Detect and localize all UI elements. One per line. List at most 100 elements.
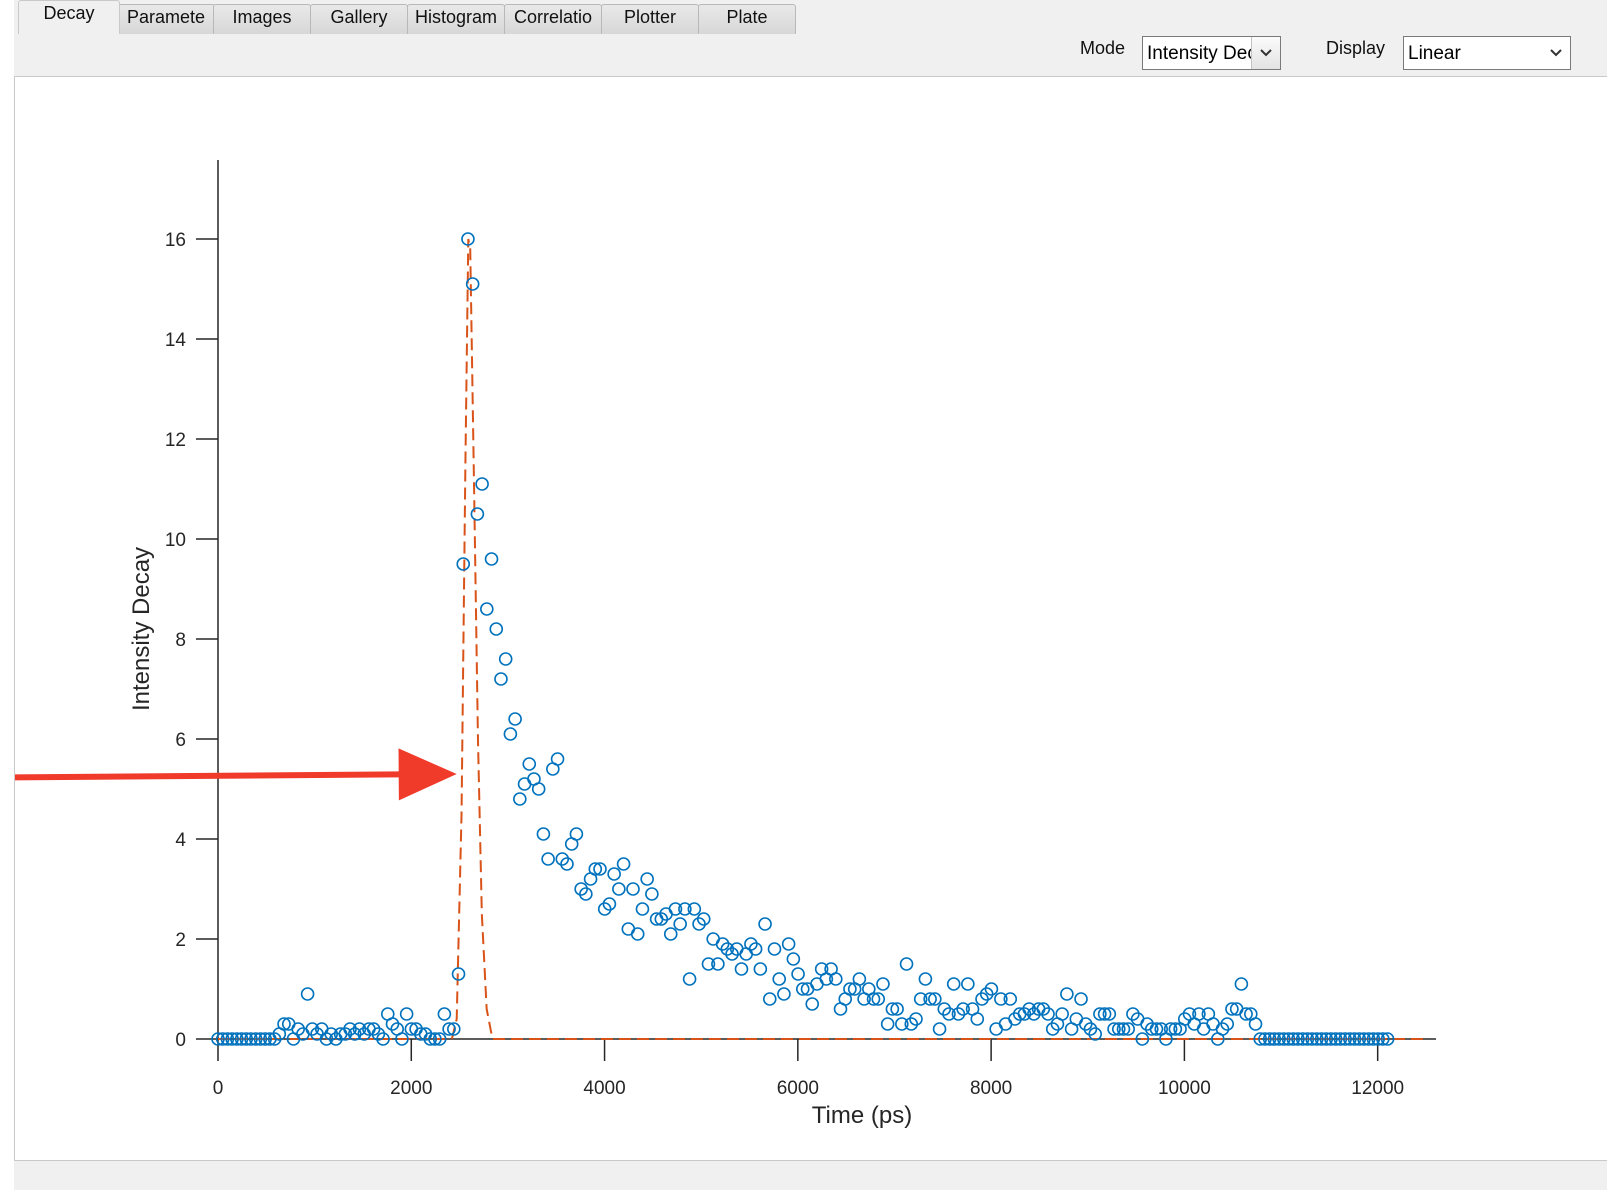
data-point [225, 1032, 239, 1046]
data-point [753, 962, 768, 976]
data-point [645, 887, 659, 901]
data-point [687, 902, 702, 916]
data-point [291, 1022, 305, 1036]
data-point [607, 867, 621, 881]
data-point [692, 917, 706, 931]
data-point [1060, 987, 1074, 1001]
data-point [484, 552, 499, 566]
data-point [239, 1032, 254, 1046]
data-point [843, 982, 857, 996]
data-point [626, 882, 640, 896]
data-point [1258, 1032, 1272, 1046]
decay-chart: 0 2 4 6 8 10 12 14 16 0 2000 4000 6000 8000 10000 1200… [15, 160, 1436, 1129]
data-point [230, 1032, 244, 1046]
data-point [1036, 1002, 1051, 1016]
tab-plotter[interactable]: Plotter [601, 4, 699, 34]
mode-select[interactable]: Intensity Decay [1142, 36, 1281, 70]
data-point [324, 1027, 338, 1041]
data-point [786, 952, 801, 966]
data-point [300, 987, 315, 1001]
data-point [795, 982, 810, 996]
tab-images[interactable]: Images [213, 4, 311, 34]
data-point [880, 1017, 895, 1031]
data-point [399, 1007, 414, 1021]
data-point [442, 1022, 456, 1036]
tab-plate[interactable]: Plate [698, 4, 796, 34]
data-point [767, 942, 782, 956]
data-point [220, 1032, 235, 1046]
data-point [1045, 1022, 1060, 1036]
display-controls: Mode Intensity Decay Display Linear [14, 34, 1607, 77]
tab-gallery[interactable]: Gallery [310, 4, 408, 34]
data-point [366, 1022, 381, 1036]
data-point [715, 937, 730, 951]
data-point [1314, 1032, 1329, 1046]
y-tick-label: 4 [175, 830, 186, 851]
display-label: Display [1326, 38, 1386, 58]
red-arrow-icon [15, 748, 457, 801]
data-point [975, 992, 989, 1006]
tab-histogram[interactable]: Histogram [407, 4, 505, 34]
data-point [777, 987, 791, 1001]
data-point [734, 962, 749, 976]
y-tick-label: 12 [165, 430, 186, 451]
data-point [711, 957, 725, 971]
data-point [1102, 1007, 1117, 1021]
data-point [1126, 1007, 1140, 1021]
data-point [720, 942, 735, 956]
data-point [1380, 1032, 1395, 1046]
data-point [918, 972, 933, 986]
data-point [994, 992, 1008, 1006]
tab-parameters[interactable]: Paramete [116, 4, 216, 34]
data-point [385, 1017, 400, 1031]
fit-curve [218, 238, 1426, 1040]
data-point [1225, 1002, 1239, 1016]
tab-decay[interactable]: Decay [18, 0, 120, 34]
data-point [1281, 1032, 1296, 1046]
chevron-down-icon[interactable] [1542, 37, 1570, 69]
tab-correlation[interactable]: Correlatio [504, 4, 602, 34]
data-point [248, 1032, 263, 1046]
x-axis-label: Time (ps) [812, 1102, 912, 1129]
data-point [428, 1032, 442, 1046]
data-point [1277, 1032, 1291, 1046]
data-point [1163, 1022, 1178, 1036]
chevron-down-icon[interactable] [1251, 37, 1280, 69]
data-point [829, 972, 843, 986]
data-point [871, 992, 886, 1006]
data-point [593, 862, 607, 876]
data-point [503, 727, 518, 741]
data-point [395, 1032, 409, 1046]
data-point [673, 917, 687, 931]
data-point [866, 992, 881, 1006]
data-point [725, 947, 739, 961]
data-point [522, 757, 537, 771]
data-point [1272, 1032, 1286, 1046]
data-point [489, 622, 504, 636]
mode-label: Mode [1080, 38, 1126, 58]
data-point [513, 792, 527, 806]
data-point [475, 477, 489, 491]
data-point [508, 712, 522, 726]
y-tick-label: 14 [165, 330, 187, 351]
y-tick-label: 2 [175, 930, 186, 951]
data-point [805, 997, 820, 1011]
data-point [876, 977, 890, 991]
data-point [267, 1032, 282, 1046]
data-point [890, 1002, 904, 1016]
data-point [1074, 992, 1088, 1006]
data-point [696, 912, 711, 926]
app-window: Decay Paramete Images Gallery Histogram … [14, 0, 1607, 1190]
data-point [956, 1002, 970, 1016]
data-point [244, 1032, 258, 1046]
tab-bar: Decay Paramete Images Gallery Histogram … [14, 0, 1607, 34]
data-point [560, 857, 574, 871]
data-point [1168, 1022, 1183, 1036]
data-point [602, 897, 617, 911]
data-point [480, 602, 494, 616]
data-point [899, 957, 914, 971]
data-point [909, 1012, 923, 1026]
data-point [1310, 1032, 1324, 1046]
y-tick-label: 8 [175, 630, 186, 651]
display-select[interactable]: Linear [1403, 36, 1571, 70]
